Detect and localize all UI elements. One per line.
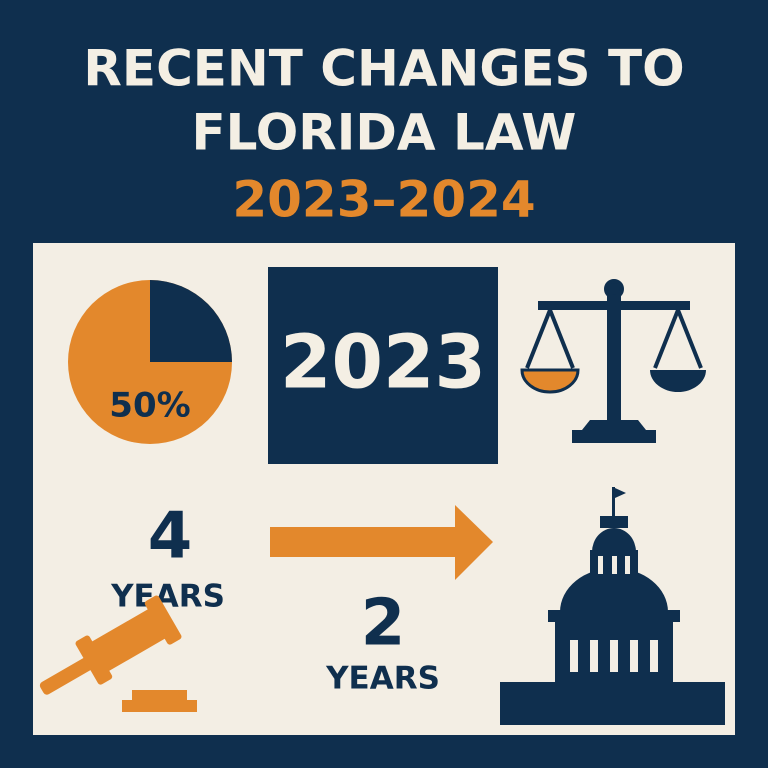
after-number: 2 [361,587,406,661]
after-unit: YEARS [325,661,440,697]
gavel-icon [39,595,197,712]
year-box-text: 2023 [280,320,486,406]
scales-icon [520,279,706,443]
pie-icon [68,280,232,444]
arrow-icon [270,505,493,580]
pie-label: 50% [109,386,190,426]
title-line: FLORIDA LAW [192,104,577,162]
capitol-icon [500,487,725,725]
before-number: 4 [148,500,193,574]
subtitle: 2023–2024 [232,171,535,229]
year-box [268,267,498,464]
before-unit: YEARS [110,579,225,615]
title-line: RECENT CHANGES TO [83,40,684,98]
